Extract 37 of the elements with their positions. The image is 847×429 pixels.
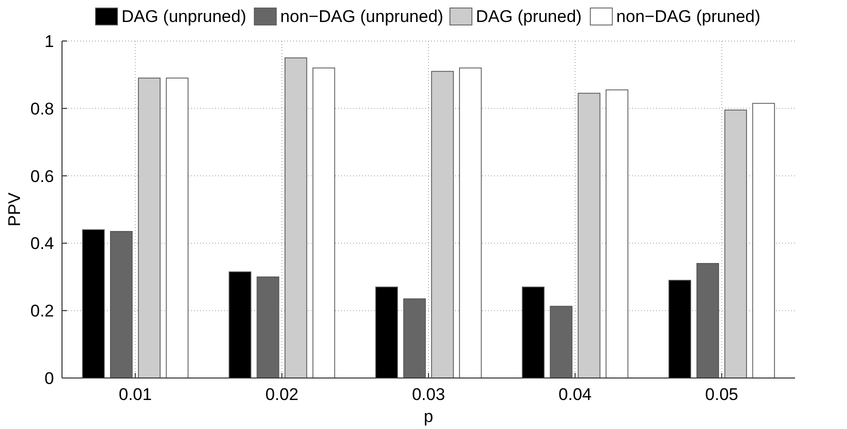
legend-label: DAG (pruned) (476, 7, 582, 26)
bar (550, 306, 572, 378)
x-axis-title: p (424, 407, 434, 426)
bar (138, 78, 161, 378)
bar (522, 286, 545, 378)
x-tick-label: 0.02 (265, 385, 298, 404)
y-tick-label: 0 (44, 368, 54, 388)
bar (312, 68, 336, 378)
bar (606, 89, 628, 378)
y-axis-title: PPV (5, 192, 24, 227)
bar (403, 298, 426, 378)
legend-label: DAG (unpruned) (122, 7, 246, 26)
y-tick-label: 1 (44, 32, 54, 51)
bar (724, 110, 747, 378)
x-tick-label: 0.03 (412, 385, 446, 404)
bar (82, 229, 105, 378)
y-tick-label: 0.4 (30, 234, 54, 254)
bar (668, 280, 692, 378)
y-tick-label: 0.8 (30, 99, 54, 118)
y-tick-label: 0.2 (30, 302, 54, 321)
bar (110, 231, 133, 378)
y-tick-label: 0.6 (30, 166, 54, 186)
bar (431, 70, 454, 378)
x-tick-label: 0.05 (705, 385, 738, 404)
bar (228, 271, 252, 378)
bar (752, 102, 775, 378)
bar (256, 276, 280, 378)
bar (578, 92, 600, 378)
legend-label: non−DAG (pruned) (616, 7, 760, 26)
x-tick-label: 0.04 (558, 385, 592, 404)
bar (166, 78, 188, 378)
bar (284, 57, 308, 378)
bar (696, 263, 720, 378)
bar (375, 286, 398, 378)
legend-label: non−DAG (unpruned) (280, 7, 444, 26)
bar (459, 68, 482, 378)
x-tick-label: 0.01 (118, 385, 152, 404)
